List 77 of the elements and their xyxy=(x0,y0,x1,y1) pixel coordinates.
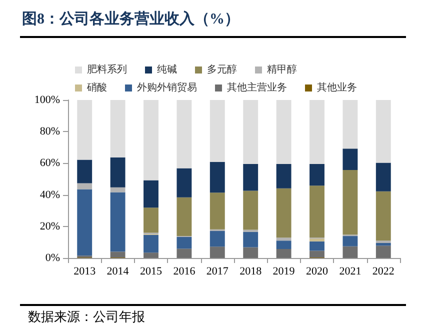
y-tick-label: 100% xyxy=(34,94,60,106)
legend-label: 精甲醇 xyxy=(267,64,297,76)
x-tick-label: 2019 xyxy=(272,266,296,278)
x-tick-label: 2013 xyxy=(74,266,96,278)
bar xyxy=(176,248,192,258)
bar xyxy=(210,100,225,162)
bar xyxy=(310,241,324,251)
bar xyxy=(210,246,225,258)
bar xyxy=(243,164,258,191)
bar xyxy=(110,100,126,158)
legend-label: 其他业务 xyxy=(317,82,357,94)
bar xyxy=(176,236,192,249)
legend-label: 外购外销贸易 xyxy=(137,82,197,94)
bar xyxy=(276,240,292,249)
bar xyxy=(310,164,324,186)
bar xyxy=(144,208,158,233)
x-tick-label: 2021 xyxy=(339,266,362,278)
legend-label: 其他主营业务 xyxy=(227,82,287,94)
legend-label: 硝酸 xyxy=(86,82,107,94)
bar xyxy=(276,188,292,238)
bar xyxy=(310,250,324,258)
bar xyxy=(210,162,225,193)
x-tick-label: 2018 xyxy=(240,266,262,278)
bar xyxy=(276,164,292,188)
bar xyxy=(77,100,92,160)
bar xyxy=(210,192,225,230)
bar xyxy=(276,248,292,258)
x-tick-label: 2016 xyxy=(173,266,196,278)
x-tick-label: 2022 xyxy=(372,266,394,278)
bar xyxy=(342,100,358,149)
bar xyxy=(310,186,324,238)
bar xyxy=(376,162,391,192)
bar xyxy=(276,100,292,164)
bar xyxy=(342,246,358,258)
bar xyxy=(342,170,358,235)
y-tick-label: 40% xyxy=(40,188,60,201)
bar xyxy=(144,180,158,208)
legend-label: 多元醇 xyxy=(207,64,237,76)
bar xyxy=(243,232,258,248)
bar xyxy=(376,246,391,258)
bar xyxy=(144,234,158,253)
chart-title: 图8：公司各业务营业收入（%） xyxy=(22,10,240,28)
source-note: 数据来源：公司年报 xyxy=(28,309,145,324)
bar xyxy=(376,100,391,163)
bar xyxy=(176,197,192,236)
bar xyxy=(77,160,92,184)
bar xyxy=(342,148,358,170)
x-tick-label: 2017 xyxy=(206,266,229,278)
bar xyxy=(276,238,292,241)
x-tick-label: 2020 xyxy=(306,266,328,278)
bar xyxy=(77,189,92,256)
bar xyxy=(110,192,126,252)
bar xyxy=(110,187,126,192)
bar xyxy=(342,236,358,246)
legend-label: 纯碱 xyxy=(157,64,177,76)
x-tick-label: 2014 xyxy=(106,266,130,278)
bar xyxy=(77,183,92,190)
bar xyxy=(176,100,192,168)
bar xyxy=(243,190,258,230)
y-tick-label: 60% xyxy=(40,157,60,170)
y-tick-label: 80% xyxy=(40,126,60,138)
y-tick-label: 20% xyxy=(40,220,60,232)
bar xyxy=(110,252,126,258)
bar xyxy=(376,191,391,241)
bar xyxy=(376,242,391,246)
bar xyxy=(110,157,126,188)
x-tick-label: 2015 xyxy=(140,266,162,278)
bar xyxy=(310,100,324,164)
legend-label: 肥料系列 xyxy=(87,64,127,76)
bar xyxy=(310,238,324,242)
bar xyxy=(210,230,225,247)
bar xyxy=(176,168,192,198)
bar xyxy=(243,247,258,258)
bar xyxy=(144,100,158,180)
y-tick-label: 0% xyxy=(45,252,60,264)
bar xyxy=(144,252,158,258)
bar xyxy=(243,100,258,164)
